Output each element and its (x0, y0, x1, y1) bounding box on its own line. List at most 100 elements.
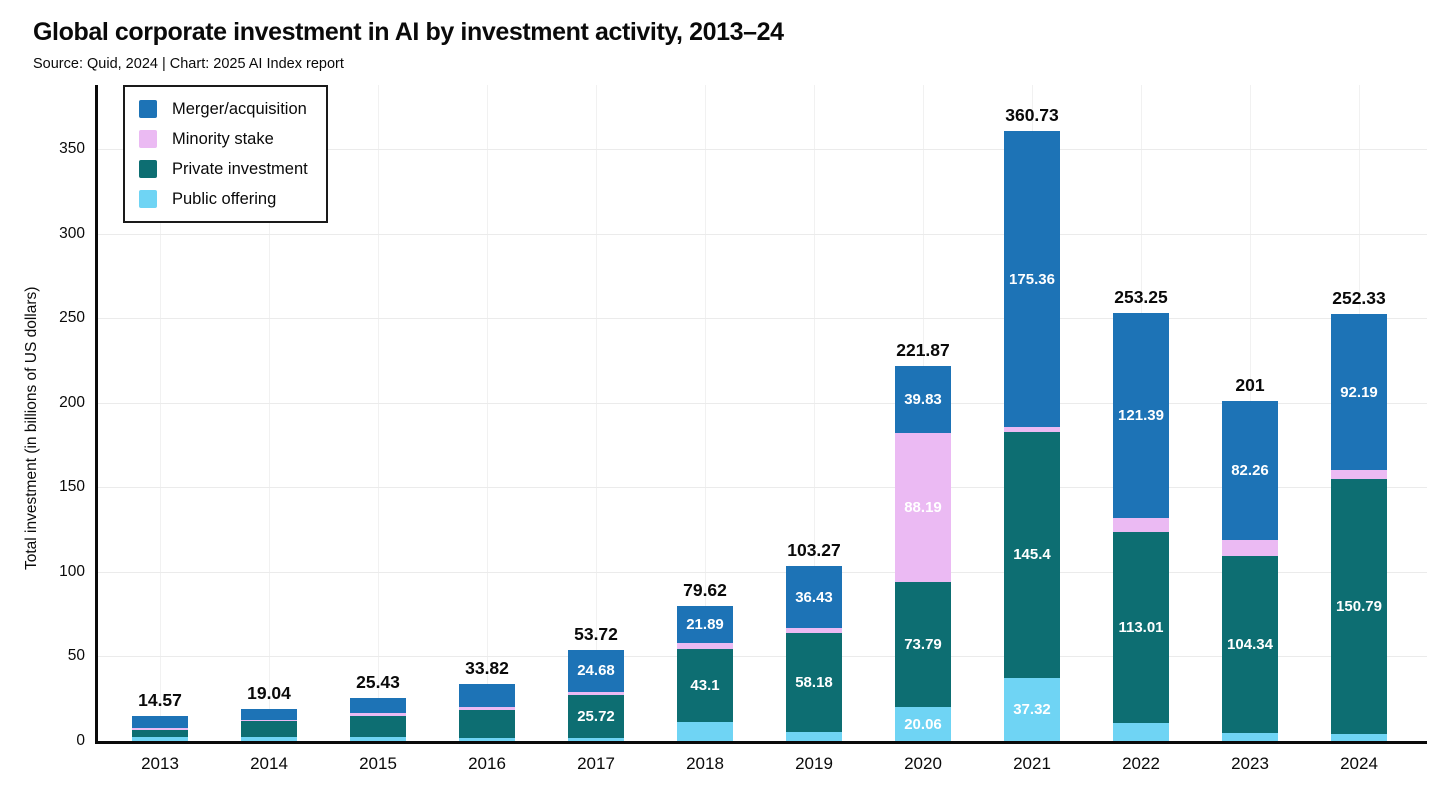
segment-value-label: 39.83 (904, 390, 942, 408)
bar-segment-private-2017: 25.72 (568, 694, 624, 739)
legend-item-merger-acquisition: Merger/acquisition (139, 98, 308, 120)
bar-total-label: 14.57 (138, 690, 182, 711)
bar-total-label: 33.82 (465, 657, 509, 678)
segment-value-label: 37.32 (1013, 700, 1051, 718)
bar-segment-public-2015 (350, 736, 406, 741)
chart-title: Global corporate investment in AI by inv… (33, 18, 784, 46)
x-tick-label: 2014 (250, 754, 288, 773)
segment-value-label: 25.72 (577, 708, 615, 726)
segment-value-label: 104.34 (1227, 635, 1273, 653)
bar-segment-public-2020: 20.06 (895, 707, 951, 741)
legend-label: Public offering (172, 189, 277, 208)
bar-total-label: 252.33 (1332, 288, 1386, 309)
legend-label: Private investment (172, 159, 308, 178)
bar-total-label: 103.27 (787, 540, 841, 561)
x-tick-label: 2021 (1013, 754, 1051, 773)
bar-segment-public-2014 (241, 736, 297, 741)
bar-segment-merger-2022: 121.39 (1113, 312, 1169, 518)
x-tick-label: 2022 (1122, 754, 1160, 773)
legend-item-public-offering: Public offering (139, 188, 308, 210)
bar-segment-merger-2014 (241, 708, 297, 720)
vertical-gridline (378, 85, 379, 741)
bar-segment-public-2024 (1331, 734, 1387, 741)
vertical-gridline (487, 85, 488, 741)
bar-segment-minority-2017 (568, 691, 624, 695)
bar-total-label: 360.73 (1005, 104, 1059, 125)
bar-segment-public-2021: 37.32 (1004, 677, 1060, 741)
horizontal-gridline (95, 402, 1427, 404)
segment-value-label: 121.39 (1118, 406, 1164, 424)
bar-segment-minority-2021 (1004, 427, 1060, 432)
bar-segment-public-2023 (1222, 732, 1278, 741)
vertical-gridline (269, 85, 270, 741)
legend-label: Minority stake (172, 129, 274, 148)
legend-item-private-investment: Private investment (139, 158, 308, 180)
bar-segment-minority-2019 (786, 627, 842, 634)
bar-segment-merger-2020: 39.83 (895, 365, 951, 434)
segment-value-label: 20.06 (904, 715, 942, 733)
bar-segment-merger-2023: 82.26 (1222, 401, 1278, 541)
x-tick-label: 2020 (904, 754, 942, 773)
segment-value-label: 82.26 (1231, 462, 1269, 480)
segment-value-label: 58.18 (795, 674, 833, 692)
bar-segment-merger-2018: 21.89 (677, 606, 733, 644)
bar-segment-public-2019 (786, 731, 842, 741)
y-tick-label: 150 (59, 478, 85, 496)
bar-segment-minority-2022 (1113, 517, 1169, 533)
x-tick-label: 2024 (1340, 754, 1378, 773)
public-offering-swatch-icon (139, 190, 157, 208)
segment-value-label: 150.79 (1336, 598, 1382, 616)
bar-segment-minority-2024 (1331, 470, 1387, 480)
x-tick-label: 2018 (686, 754, 724, 773)
bar-segment-merger-2017: 24.68 (568, 650, 624, 692)
bar-segment-minority-2023 (1222, 540, 1278, 557)
minority-stake-swatch-icon (139, 130, 157, 148)
bar-segment-private-2023: 104.34 (1222, 556, 1278, 733)
segment-value-label: 92.19 (1340, 383, 1378, 401)
bar-total-label: 253.25 (1114, 286, 1168, 307)
x-tick-label: 2019 (795, 754, 833, 773)
y-tick-label: 300 (59, 224, 85, 242)
bar-total-label: 79.62 (683, 580, 727, 601)
segment-value-label: 88.19 (904, 499, 942, 517)
bar-segment-private-2013 (132, 730, 188, 738)
bar-segment-private-2021: 145.4 (1004, 431, 1060, 678)
bar-segment-merger-2019: 36.43 (786, 566, 842, 628)
bar-segment-minority-2018 (677, 643, 733, 649)
x-tick-label: 2017 (577, 754, 615, 773)
bar-segment-merger-2016 (459, 683, 515, 707)
private-investment-swatch-icon (139, 160, 157, 178)
y-tick-label: 50 (67, 647, 85, 665)
x-tick-label: 2023 (1231, 754, 1269, 773)
bar-segment-merger-2024: 92.19 (1331, 314, 1387, 471)
segment-value-label: 113.01 (1118, 619, 1164, 637)
bar-segment-private-2024: 150.79 (1331, 479, 1387, 735)
x-axis-line (95, 741, 1427, 744)
bar-segment-private-2019: 58.18 (786, 633, 842, 732)
y-tick-label: 200 (59, 393, 85, 411)
x-tick-label: 2016 (468, 754, 506, 773)
bar-total-label: 19.04 (247, 682, 291, 703)
bar-segment-merger-2013 (132, 716, 188, 728)
horizontal-gridline (95, 149, 1427, 150)
legend: Merger/acquisition Minority stake Privat… (123, 85, 328, 223)
legend-label: Merger/acquisition (172, 99, 307, 118)
bar-total-label: 25.43 (356, 671, 400, 692)
segment-value-label: 21.89 (686, 616, 724, 634)
bar-segment-private-2022: 113.01 (1113, 532, 1169, 724)
bar-segment-private-2016 (459, 709, 515, 738)
segment-value-label: 43.1 (690, 676, 720, 694)
segment-value-label: 175.36 (1009, 270, 1055, 288)
bar-segment-minority-2014 (241, 719, 297, 721)
x-tick-label: 2013 (141, 754, 179, 773)
y-tick-label: 0 (76, 732, 85, 749)
bar-segment-private-2018: 43.1 (677, 648, 733, 722)
y-tick-label: 250 (59, 309, 85, 327)
bar-segment-public-2017 (568, 738, 624, 741)
y-axis-line (95, 85, 98, 744)
chart-source-line: Source: Quid, 2024 | Chart: 2025 AI Inde… (33, 56, 344, 72)
y-tick-label: 350 (59, 140, 85, 157)
y-tick-label: 100 (59, 562, 85, 580)
bar-segment-minority-2013 (132, 727, 188, 731)
